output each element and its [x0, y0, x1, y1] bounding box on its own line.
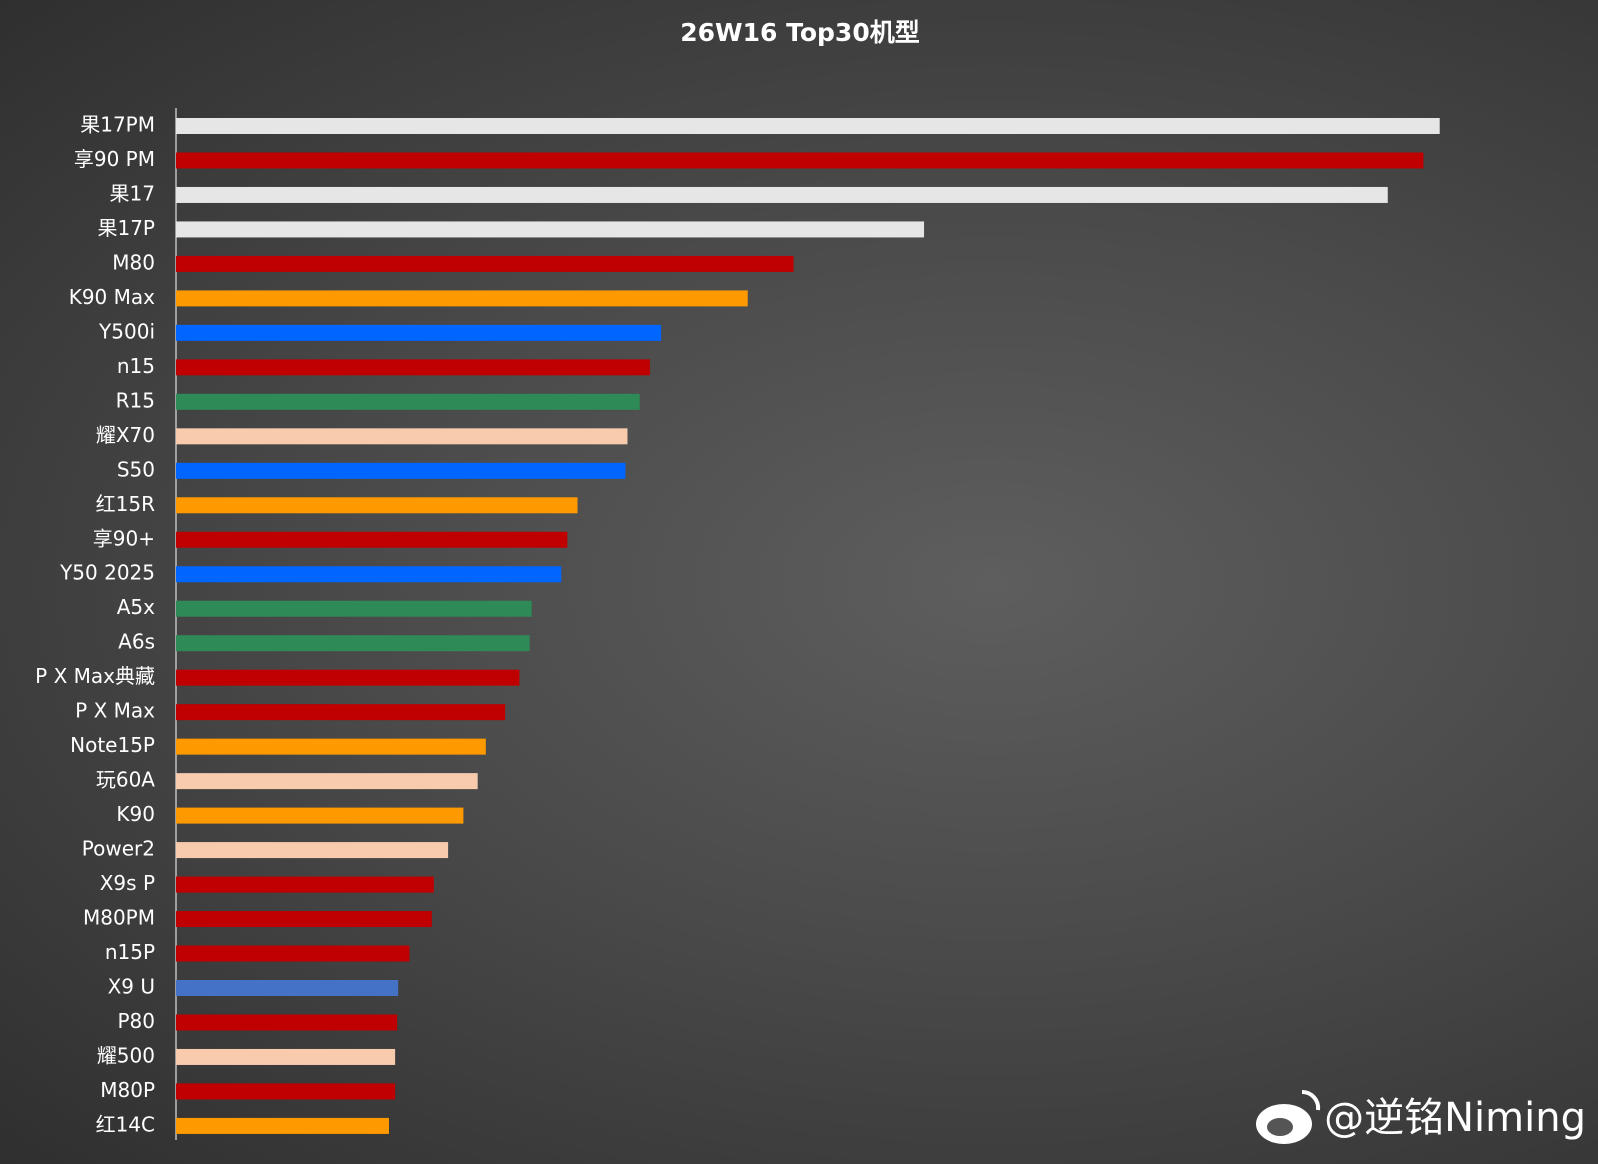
y-tick-label: 耀500 [97, 1043, 155, 1067]
y-tick-label: X9s P [100, 871, 155, 895]
bar [176, 118, 1440, 134]
bar [176, 186, 1388, 203]
y-tick-label: A6s [118, 630, 155, 654]
bar [176, 566, 562, 583]
y-tick-label: R15 [116, 388, 155, 412]
y-tick-label: M80PM [83, 906, 155, 930]
y-tick-label: A5x [117, 595, 155, 619]
bar [176, 600, 532, 617]
y-tick-label: Note15P [70, 733, 155, 757]
bar [176, 773, 478, 790]
y-tick-label: P80 [117, 1009, 155, 1033]
y-tick-label: Y500i [98, 319, 155, 343]
chart-title: 26W16 Top30机型 [680, 18, 919, 47]
y-tick-label: 果17P [97, 216, 155, 240]
bar [176, 1117, 389, 1134]
y-tick-label: K90 Max [69, 285, 155, 309]
y-tick-label: S50 [117, 457, 155, 481]
bar [176, 738, 486, 755]
bar [176, 1048, 396, 1065]
y-tick-label: 红14C [96, 1112, 155, 1136]
bar [176, 876, 434, 893]
bar [176, 531, 568, 548]
bar [176, 393, 640, 410]
watermark: @逆铭Niming [1324, 1095, 1586, 1141]
y-tick-label: 耀X70 [96, 423, 155, 447]
y-tick-label: X9 U [108, 975, 155, 999]
bar [176, 1083, 396, 1100]
y-tick-label: P X Max [75, 699, 155, 723]
y-tick-label: P X Max典藏 [35, 664, 155, 688]
y-tick-label: Y50 2025 [59, 561, 155, 585]
bar [176, 290, 748, 307]
y-tick-label: 享90+ [93, 526, 155, 550]
bar [176, 980, 399, 996]
bar [176, 255, 794, 272]
y-tick-label: M80P [100, 1078, 155, 1102]
y-tick-label: n15P [105, 940, 155, 964]
bar [176, 635, 530, 652]
bar [176, 669, 520, 686]
bar [176, 842, 449, 859]
y-tick-label: M80 [112, 250, 155, 274]
bar [176, 704, 506, 721]
bar [176, 911, 432, 928]
y-tick-label: 享90 PM [74, 147, 155, 171]
bar [176, 462, 626, 479]
y-tick-label: 玩60A [96, 768, 155, 792]
y-tick-label: 果17 [110, 181, 155, 205]
y-tick-label: 果17PM [80, 113, 155, 137]
bar [176, 945, 410, 962]
bar [176, 359, 650, 376]
y-tick-label: n15 [117, 354, 155, 378]
bar [176, 152, 1424, 169]
bar [176, 1014, 398, 1031]
bar [176, 807, 464, 824]
y-tick-label: K90 [116, 802, 155, 826]
bar [176, 497, 578, 514]
bar [176, 221, 925, 238]
y-tick-label: 红15R [96, 492, 155, 516]
weibo-logo [1256, 1089, 1321, 1144]
bar [176, 324, 662, 341]
bar [176, 428, 628, 445]
y-tick-label: Power2 [82, 837, 155, 861]
